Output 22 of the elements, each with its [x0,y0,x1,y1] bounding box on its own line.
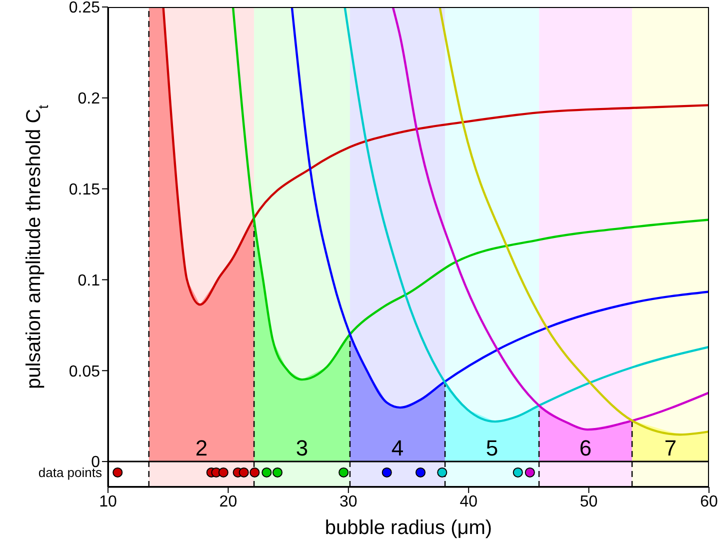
x-tick-label: 60 [700,493,718,510]
x-tick-label: 40 [460,493,478,510]
x-tick-label: 50 [580,493,598,510]
band-label: 7 [664,436,677,461]
x-tick-label: 30 [340,493,358,510]
band-label: 3 [296,436,308,461]
x-tick-label: 20 [219,493,238,510]
band-label: 6 [579,436,592,461]
band-label: 5 [486,436,498,461]
x-axis-title: bubble radius (μm) [324,517,492,539]
band-label: 2 [195,436,208,461]
line-series [162,7,709,306]
y-tick-label: 0.05 [68,363,100,380]
line-series [290,7,709,409]
line-series [232,7,709,381]
y-tick-label: 0.25 [68,0,100,17]
y-tick-label: 0.2 [78,90,100,108]
band-label: 4 [391,436,404,461]
x-tick-label: 10 [99,493,117,510]
y-tick-label: 0.1 [78,272,100,290]
y-tick-label: 0.15 [68,182,100,198]
line-series [438,7,709,436]
